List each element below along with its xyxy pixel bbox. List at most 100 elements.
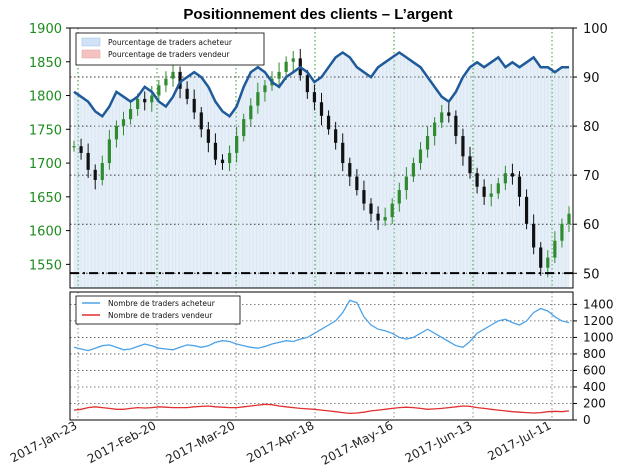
candle-body — [341, 142, 345, 164]
candle-body — [213, 142, 218, 160]
price-candle — [107, 129, 111, 170]
candle-body — [390, 203, 394, 218]
candle-body — [185, 88, 189, 99]
date-tick-label: 2017-Apr-18 — [244, 418, 316, 465]
price-candle — [114, 120, 119, 148]
candle-body — [517, 176, 522, 197]
legend-label-seller: Pourcentage de traders vendeur — [108, 50, 230, 59]
count-tick-label: 0 — [583, 413, 591, 427]
price-candle — [397, 182, 401, 212]
candle-body — [447, 112, 451, 116]
date-tick-label: 2017-Jun-13 — [403, 418, 475, 465]
price-candle — [277, 62, 281, 86]
legend-swatch-seller — [81, 49, 101, 59]
candle-body — [86, 152, 90, 170]
percent-axis-ticks: 50 60 70 80 90 100 — [573, 22, 608, 282]
price-panel: 1550 1600 1650 1700 1750 1800 1850 1900 50 60 70 8… — [29, 22, 608, 289]
price-candle — [390, 198, 394, 224]
price-candle — [235, 126, 239, 163]
price-candle — [79, 138, 83, 160]
price-tick-label: 1600 — [29, 225, 62, 240]
price-candle — [263, 80, 267, 102]
candle-body — [93, 169, 97, 180]
price-candle — [291, 50, 295, 72]
price-tick-label: 1700 — [29, 157, 62, 172]
price-candle — [524, 189, 529, 230]
percent-tick-label: 70 — [583, 169, 600, 184]
price-candle — [305, 69, 309, 99]
legend-label-buyer-count: Nombre de traders acheteur — [108, 299, 216, 308]
price-candle — [496, 177, 500, 199]
price-tick-label: 1550 — [29, 258, 62, 273]
candle-body — [503, 173, 507, 184]
price-grid — [70, 28, 573, 288]
price-candle — [425, 126, 430, 158]
candle-body — [157, 85, 161, 96]
price-candle — [185, 81, 189, 105]
price-tick-label: 1850 — [29, 56, 62, 71]
percent-tick-label: 50 — [583, 267, 600, 282]
candle-body — [524, 196, 529, 224]
price-tick-label: 1900 — [29, 22, 62, 37]
percent-tick-label: 100 — [583, 22, 608, 37]
candle-body — [319, 102, 324, 116]
percent-tick-label: 90 — [583, 71, 600, 86]
price-candle — [213, 133, 218, 166]
price-candle — [128, 99, 133, 125]
count-tick-label: 800 — [583, 347, 606, 361]
date-tick-label: 2017-May-16 — [319, 418, 395, 467]
top-legend-box — [75, 32, 265, 66]
price-candle — [164, 71, 168, 93]
price-candle — [86, 143, 90, 178]
price-candle — [383, 207, 387, 226]
price-candle — [433, 117, 437, 146]
count-tick-label: 1200 — [583, 314, 614, 328]
candle-body — [199, 112, 203, 130]
candle-body — [468, 156, 472, 174]
buyer-count-line — [73, 299, 570, 352]
candle-body — [107, 139, 111, 164]
price-candle — [454, 110, 458, 145]
count-tick-label: 400 — [583, 380, 606, 394]
candle-body — [496, 183, 500, 194]
price-candle — [475, 167, 479, 194]
percent-tick-label: 60 — [583, 218, 600, 233]
candle-body — [546, 257, 550, 268]
price-candle — [355, 169, 359, 196]
candle-body — [532, 223, 536, 248]
price-candle — [503, 165, 507, 191]
price-candle — [249, 98, 253, 126]
candle-body — [192, 98, 196, 113]
price-candle — [348, 157, 352, 187]
candle-body — [510, 173, 515, 177]
date-tick-label: 2017-Feb-20 — [85, 418, 158, 466]
candle-body — [326, 115, 331, 130]
price-candle — [404, 167, 408, 200]
price-candle — [539, 242, 543, 276]
legend-swatch-buyer — [81, 37, 101, 47]
price-panel-frame — [69, 27, 574, 289]
date-tick-label: 2017-Jul-11 — [485, 418, 553, 463]
price-tick-label: 1800 — [29, 90, 62, 105]
legend-label-seller-count: Nombre de traders vendeur — [108, 311, 213, 320]
price-candle — [242, 113, 246, 142]
candle-body — [206, 129, 210, 143]
candle-body — [440, 112, 444, 123]
candle-body — [334, 129, 338, 143]
price-candle — [468, 146, 472, 179]
candle-body — [355, 176, 359, 191]
date-tick-label: 2017-Jan-23 — [8, 418, 80, 465]
count-tick-label: 200 — [583, 396, 606, 410]
candle-body — [164, 78, 168, 86]
price-candle — [341, 133, 345, 172]
price-candle — [319, 92, 324, 126]
candle-body — [560, 223, 564, 241]
price-tick-label: 1750 — [29, 123, 62, 138]
candle-body — [227, 152, 232, 164]
candle-body — [553, 240, 557, 258]
price-candle — [157, 80, 161, 101]
candle-body — [369, 203, 373, 214]
top-legend: Pourcentage de traders acheteur Pourcent… — [75, 32, 265, 66]
price-candle — [440, 104, 444, 128]
